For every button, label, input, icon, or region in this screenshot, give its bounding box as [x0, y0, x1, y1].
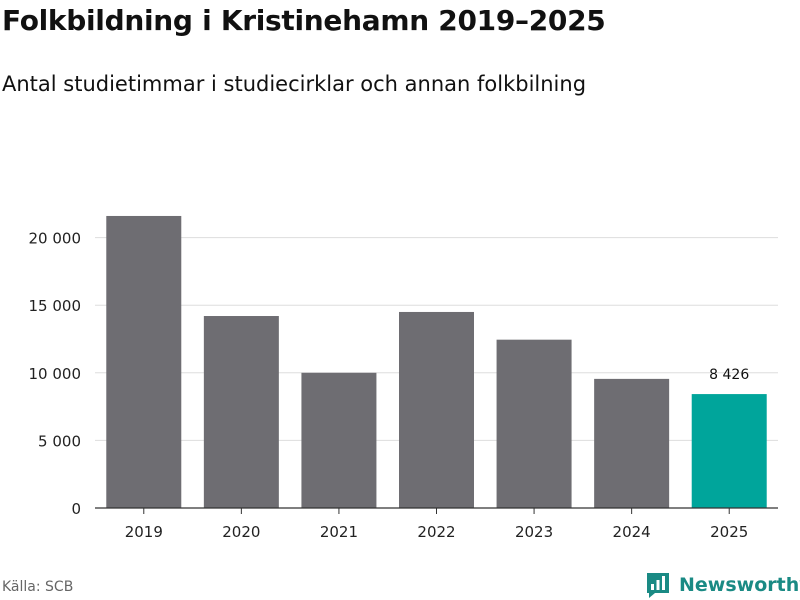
y-tick-label: 20 000: [29, 230, 82, 248]
axes: 0 5 000 10 000 15 000 20 000 2019 2020 2021 2022…: [29, 230, 778, 541]
brand-logo[interactable]: Newsworthy: [645, 571, 800, 599]
bar-2022: [399, 311, 474, 508]
x-tick-label: 2023: [515, 523, 553, 541]
x-tick-label: 2022: [417, 523, 455, 541]
bar-2020: [203, 316, 279, 508]
newsworthy-icon: [647, 573, 669, 598]
bar-2021: [301, 372, 377, 508]
x-tick-label: 2025: [710, 523, 748, 541]
y-tick-label: 5 000: [38, 432, 81, 450]
y-tick-label: 10 000: [29, 365, 82, 383]
bars: [106, 215, 767, 508]
x-tick-label: 2019: [125, 523, 163, 541]
bar-2025: [691, 394, 767, 508]
data-label-2025: 8 426: [709, 367, 749, 383]
chart-subtitle: Antal studietimmar i studiecirklar och a…: [2, 72, 587, 96]
x-tick-label: 2020: [222, 523, 260, 541]
x-tick-label: 2021: [320, 523, 358, 541]
source-note: Källa: SCB: [2, 579, 74, 595]
y-tick-label: 0: [71, 500, 81, 518]
bar-2019: [106, 215, 182, 508]
bar-2024: [594, 378, 670, 508]
labels: 8 426: [709, 367, 749, 383]
brand-name: Newsworthy: [679, 574, 800, 596]
bar-2023: [496, 339, 572, 508]
x-tick-label: 2024: [613, 523, 651, 541]
y-tick-label: 15 000: [29, 297, 82, 315]
chart-title: Folkbildning i Kristinehamn 2019–2025: [2, 4, 606, 37]
